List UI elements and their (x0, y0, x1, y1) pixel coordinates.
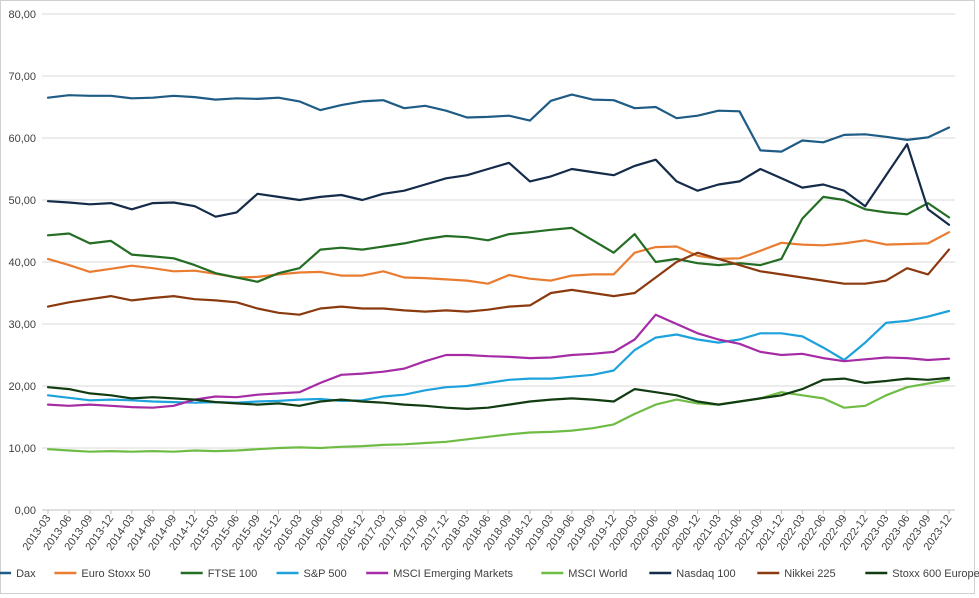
y-tick-label: 70,00 (8, 71, 36, 83)
y-tick-label: 80,00 (8, 9, 36, 21)
y-tick-label: 40,00 (8, 257, 36, 269)
legend-label-nasdaq-100: Nasdaq 100 (676, 568, 735, 580)
legend: Dax Euro Stoxx 50 FTSE 100 S&P 500 MSCI Emer… (0, 568, 979, 580)
y-tick-label: 30,00 (8, 319, 36, 331)
gridlines (42, 13, 955, 511)
legend-label-stoxx-600-europe: Stoxx 600 Europe (892, 568, 979, 580)
series-line-euro-stoxx-50 (46, 231, 951, 285)
legend-label-msci-emerging-markets: MSCI Emerging Markets (393, 568, 513, 580)
x-axis: 2013-032013-062013-092013-122014-032014-… (20, 510, 954, 553)
legend-label-euro-stoxx-50: Euro Stoxx 50 (81, 568, 150, 580)
series-line-nasdaq-100 (46, 143, 951, 226)
series-line-nikkei-225 (46, 248, 951, 316)
series-line-msci-emerging-markets (46, 313, 951, 409)
legend-label-ftse-100: FTSE 100 (208, 568, 258, 580)
legend-label-dax: Dax (16, 568, 36, 580)
y-tick-label: 50,00 (8, 195, 36, 207)
y-axis: 0,00 10,00 20,00 30,00 40,00 50,00 60,00 70,00 8… (8, 9, 36, 517)
legend-label-nikkei-225: Nikkei 225 (784, 568, 835, 580)
series-line-stoxx-600-europe (46, 376, 951, 410)
series-line-dax (46, 93, 951, 153)
legend-label-msci-world: MSCI World (568, 568, 627, 580)
series-line-ftse-100 (46, 195, 951, 283)
y-tick-label: 60,00 (8, 133, 36, 145)
series-line-msci-world (46, 378, 951, 453)
series-lines (46, 93, 951, 453)
series-line-s-p-500 (46, 309, 951, 404)
y-tick-label: 0,00 (15, 505, 36, 517)
y-tick-label: 10,00 (8, 443, 36, 455)
legend-label-s-p-500: S&P 500 (304, 568, 347, 580)
y-tick-label: 20,00 (8, 381, 36, 393)
